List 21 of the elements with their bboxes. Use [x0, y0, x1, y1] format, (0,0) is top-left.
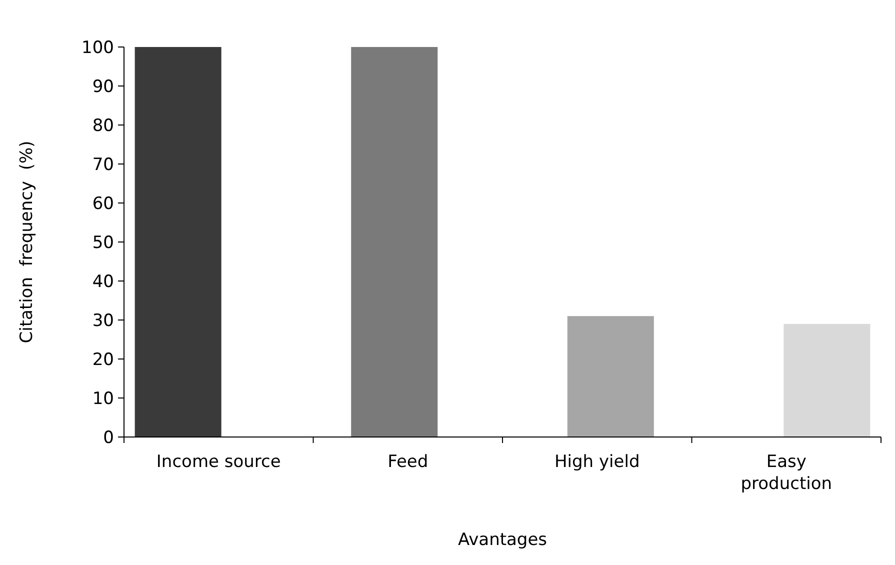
y-tick-label: 0: [103, 428, 114, 448]
bar: [351, 47, 438, 437]
bar: [134, 47, 222, 437]
x-axis-title: Avantages: [458, 530, 548, 550]
y-tick-label: 80: [92, 116, 114, 136]
x-tick-label: Easy production: [740, 452, 832, 494]
x-tick-label: Feed: [388, 452, 428, 472]
y-tick-label: 10: [92, 388, 114, 409]
x-tick-label: High yield: [554, 452, 640, 472]
y-axis-title: Citation frequency (%): [17, 140, 37, 344]
y-tick-label: 70: [92, 154, 114, 175]
y-tick-label: 90: [92, 76, 114, 97]
bar: [567, 316, 654, 437]
y-tick-label: 60: [92, 194, 114, 214]
y-tick-label: 40: [92, 272, 114, 292]
y-tick-label: 100: [82, 38, 114, 58]
y-tick-label: 30: [92, 310, 114, 331]
y-tick-label: 50: [92, 232, 114, 253]
bar: [784, 324, 870, 437]
x-tick-label: Income source: [156, 452, 281, 472]
y-tick-label: 20: [92, 350, 114, 370]
